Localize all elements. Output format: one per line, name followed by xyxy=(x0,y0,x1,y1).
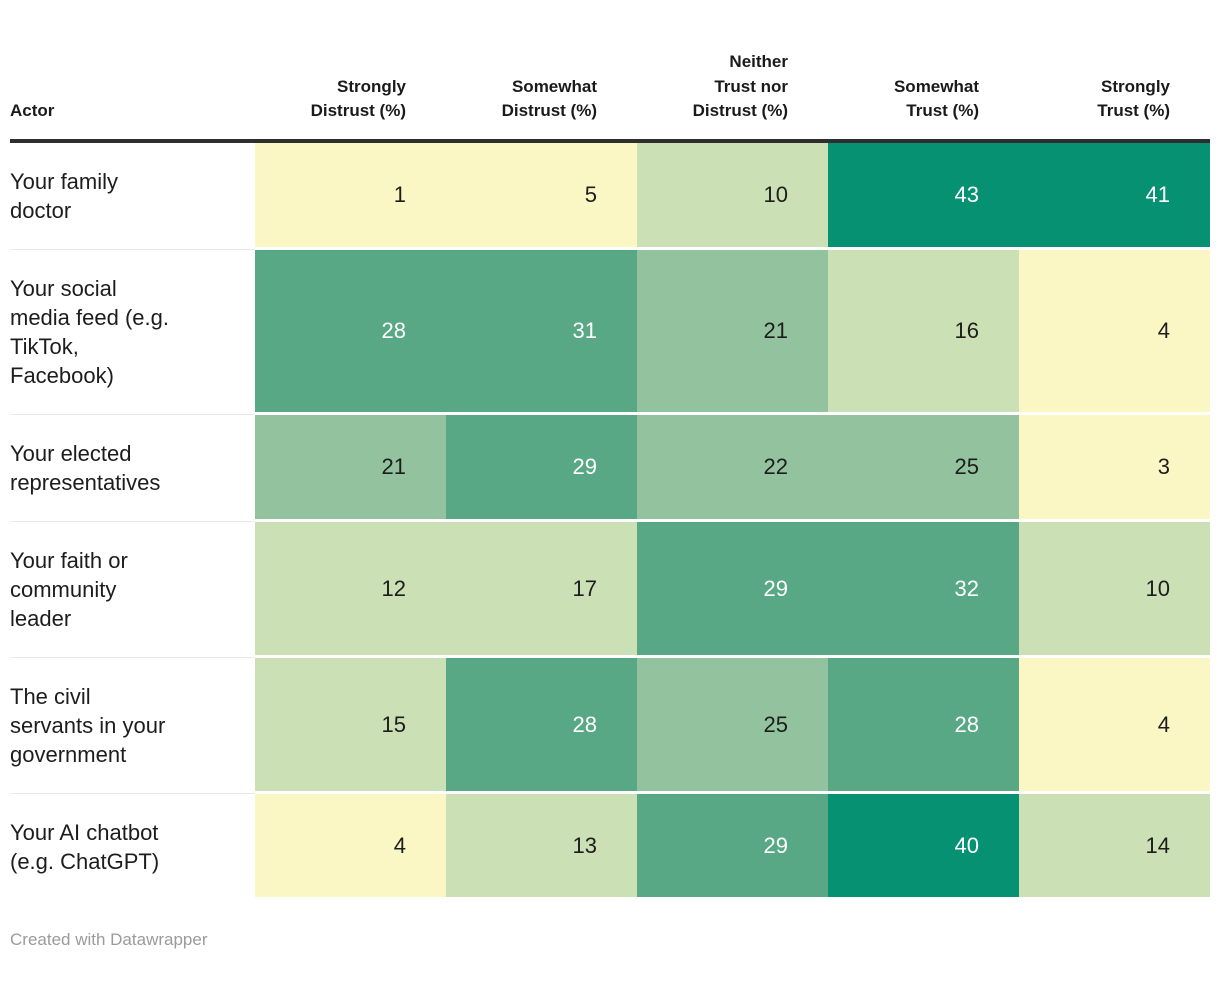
heatmap-cell: 17 xyxy=(446,522,637,659)
table-row-faith-leader: Your faith or community leader 12 17 29 … xyxy=(10,522,1210,659)
heatmap-cell: 4 xyxy=(1019,658,1210,795)
heatmap-cell: 29 xyxy=(446,415,637,523)
heatmap-cell: 15 xyxy=(255,658,446,795)
heatmap-cell: 22 xyxy=(637,415,828,523)
heatmap-cell: 13 xyxy=(446,794,637,901)
heatmap-cell: 31 xyxy=(446,249,637,416)
heatmap-cell: 21 xyxy=(637,249,828,416)
heatmap-cell: 3 xyxy=(1019,415,1210,523)
heatmap-cell: 28 xyxy=(255,249,446,416)
heatmap-cell: 4 xyxy=(255,794,446,901)
heatmap-cell: 16 xyxy=(828,249,1019,416)
row-label: Your social media feed (e.g. TikTok, Fac… xyxy=(10,249,255,416)
heatmap-cell: 12 xyxy=(255,522,446,659)
heatmap-cell: 21 xyxy=(255,415,446,523)
row-label: Your elected representatives xyxy=(10,415,255,523)
row-label: Your AI chatbot (e.g. ChatGPT) xyxy=(10,794,255,901)
header-row: Actor Strongly Distrust (%) Somewhat Dis… xyxy=(10,0,1210,143)
table-row-civil-servants: The civil servants in your government 15… xyxy=(10,658,1210,795)
heatmap-cell: 43 xyxy=(828,142,1019,250)
table-row-family-doctor: Your family doctor 1 5 10 43 41 xyxy=(10,142,1210,250)
table-row-social-media: Your social media feed (e.g. TikTok, Fac… xyxy=(10,249,1210,416)
row-label: Your faith or community leader xyxy=(10,522,255,659)
heatmap-cell: 29 xyxy=(637,522,828,659)
heatmap-cell: 40 xyxy=(828,794,1019,901)
table-row-elected-representatives: Your elected representatives 21 29 22 25… xyxy=(10,415,1210,523)
heatmap-chart: Actor Strongly Distrust (%) Somewhat Dis… xyxy=(10,0,1210,950)
heatmap-cell: 32 xyxy=(828,522,1019,659)
column-header-neither: Neither Trust nor Distrust (%) xyxy=(637,0,828,143)
heatmap-cell: 5 xyxy=(446,142,637,250)
column-header-strongly-trust: Strongly Trust (%) xyxy=(1019,0,1210,143)
row-label: The civil servants in your government xyxy=(10,658,255,795)
heatmap-cell: 10 xyxy=(637,142,828,250)
heatmap-cell: 10 xyxy=(1019,522,1210,659)
heatmap-cell: 41 xyxy=(1019,142,1210,250)
heatmap-cell: 29 xyxy=(637,794,828,901)
column-header-strongly-distrust: Strongly Distrust (%) xyxy=(255,0,446,143)
column-header-somewhat-trust: Somewhat Trust (%) xyxy=(828,0,1019,143)
heatmap-cell: 25 xyxy=(637,658,828,795)
heatmap-cell: 14 xyxy=(1019,794,1210,901)
heatmap-cell: 25 xyxy=(828,415,1019,523)
column-header-actor: Actor xyxy=(10,0,255,143)
trust-heatmap-table: Actor Strongly Distrust (%) Somewhat Dis… xyxy=(10,0,1210,901)
heatmap-cell: 28 xyxy=(446,658,637,795)
column-header-somewhat-distrust: Somewhat Distrust (%) xyxy=(446,0,637,143)
table-row-ai-chatbot: Your AI chatbot (e.g. ChatGPT) 4 13 29 4… xyxy=(10,794,1210,901)
heatmap-cell: 1 xyxy=(255,142,446,250)
heatmap-cell: 28 xyxy=(828,658,1019,795)
datawrapper-credit-link[interactable]: Created with Datawrapper xyxy=(10,930,208,950)
heatmap-cell: 4 xyxy=(1019,249,1210,416)
row-label: Your family doctor xyxy=(10,142,255,250)
